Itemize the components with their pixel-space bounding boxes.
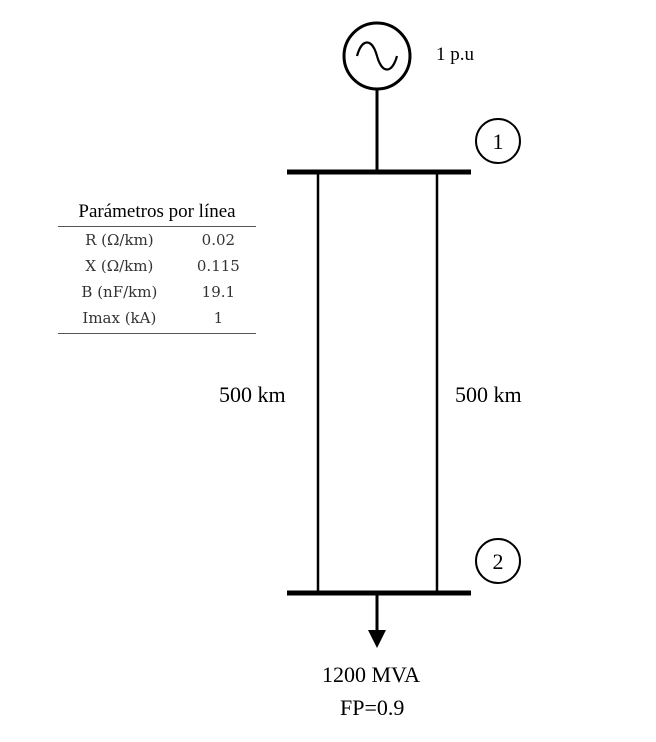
table-rule-top: [58, 226, 256, 227]
table-rule-bottom: [58, 333, 256, 334]
table-row: B (nF/km) 19.1: [58, 279, 256, 305]
table-row: Imax (kA) 1: [58, 305, 256, 331]
table-row: X (Ω/km) 0.115: [58, 253, 256, 279]
parameters-title: Parámetros por línea: [78, 201, 236, 222]
left-line-length: 500 km: [219, 382, 286, 407]
parameters-grid: R (Ω/km) 0.02 X (Ω/km) 0.115 B (nF/km) 1…: [58, 227, 256, 331]
load-power-factor: FP=0.9: [340, 695, 405, 720]
bus-1-number: 1: [493, 129, 504, 154]
param-value: 19.1: [201, 283, 236, 301]
param-key: Imax (kA): [82, 309, 157, 327]
bus-2-number: 2: [493, 549, 504, 574]
generator-voltage-label: 1 p.u: [436, 44, 474, 65]
param-value: 0.02: [201, 231, 236, 249]
parameters-table: Parámetros por línea R (Ω/km) 0.02 X (Ω/…: [58, 201, 256, 334]
bus-2-marker: [475, 538, 521, 584]
load-power: 1200 MVA: [322, 662, 421, 687]
param-key: R (Ω/km): [85, 231, 154, 249]
load-arrow-icon: [368, 593, 386, 648]
right-line-length: 500 km: [455, 382, 522, 407]
generator-icon: [342, 21, 412, 91]
table-row: R (Ω/km) 0.02: [58, 227, 256, 253]
bus-1-marker: [475, 118, 521, 164]
param-value: 1: [213, 309, 224, 327]
param-key: B (nF/km): [81, 283, 158, 301]
param-value: 0.115: [196, 257, 240, 275]
param-key: X (Ω/km): [85, 257, 154, 275]
